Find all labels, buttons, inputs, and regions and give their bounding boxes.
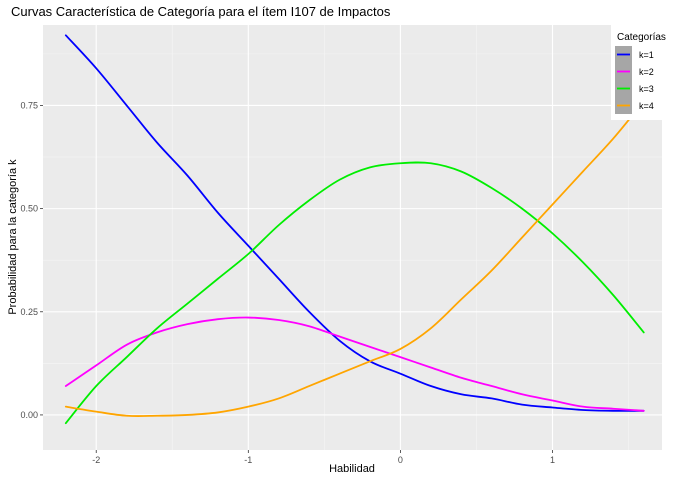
legend-title: Categorías	[617, 32, 666, 43]
x-tick-label: -2	[92, 455, 100, 465]
grid-major	[43, 25, 662, 450]
x-tick-label: 0	[398, 455, 403, 465]
series-line-k-4	[64, 100, 645, 417]
plot-panel	[43, 25, 662, 450]
series-line-k-3	[64, 161, 645, 425]
y-tick-label: 0.25	[20, 307, 38, 317]
x-tick-label: 1	[550, 455, 555, 465]
legend-entries: k=1 k=2 k=3 k=4	[615, 46, 654, 114]
chart-title: Curvas Característica de Categoría para …	[11, 4, 391, 19]
series-line-k-1	[64, 34, 645, 412]
legend: Categorías k=1 k=2 k=3 k=4	[611, 24, 679, 120]
y-axis-title: Probabilidad para la categoría k	[7, 159, 19, 315]
y-tick-label: 0.75	[20, 100, 38, 110]
x-tick-label: -1	[244, 455, 252, 465]
y-tick-label: 0.00	[20, 410, 38, 420]
series-line-k-2	[64, 316, 645, 412]
x-axis-title: Habilidad	[329, 463, 375, 475]
legend-label: k=1	[639, 50, 654, 60]
y-axis-ticks: 0.00 0.25 0.50 0.75	[20, 100, 43, 420]
x-axis-ticks: -2 -1 0 1	[92, 450, 555, 465]
legend-label: k=4	[639, 101, 654, 111]
y-tick-label: 0.50	[20, 204, 38, 214]
legend-label: k=2	[639, 67, 654, 77]
series-layer	[64, 34, 645, 425]
legend-label: k=3	[639, 84, 654, 94]
